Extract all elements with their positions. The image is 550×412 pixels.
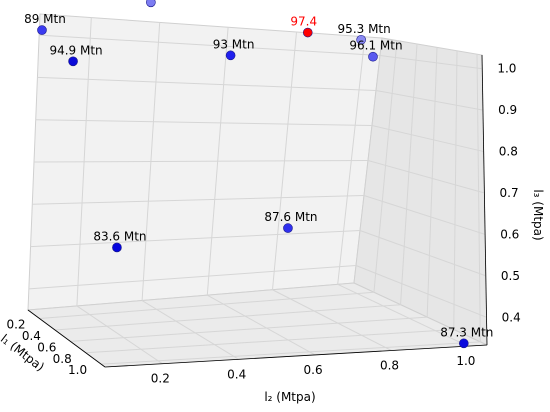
data-point — [368, 51, 378, 62]
y-grid-line — [453, 50, 458, 330]
y-grid-line — [39, 291, 374, 320]
grid-lines — [28, 17, 487, 365]
z-tick-label: 0.5 — [501, 269, 520, 283]
y-tick-label: 0.6 — [37, 340, 56, 354]
y-tick-label: 0.4 — [22, 329, 41, 343]
point-label: 93 Mtn — [213, 37, 255, 51]
data-point — [302, 27, 313, 38]
y-grid-line — [373, 40, 398, 293]
z-tick-label: 0.7 — [500, 186, 519, 200]
x-grid-line — [207, 294, 316, 356]
y-grid-line — [476, 54, 481, 342]
x-axis-label: l₂ (Mtpa) — [264, 390, 315, 404]
y-grid-line — [85, 329, 454, 354]
x-tick-label: 1.0 — [456, 354, 475, 368]
point-label: 96.1 Mtn — [349, 39, 402, 53]
data-point — [37, 25, 47, 35]
x-grid-line — [76, 305, 163, 365]
z-axis-line — [481, 54, 488, 346]
data-point — [112, 242, 122, 253]
x-tick-label: 0.2 — [151, 372, 170, 386]
z-tick-label: 0.6 — [500, 227, 519, 241]
data-point — [283, 223, 293, 233]
point-label: 83.6 Mtn — [93, 229, 146, 243]
y-grid-line — [101, 341, 481, 365]
y-grid-line — [426, 47, 438, 318]
z-grid-line — [367, 160, 485, 194]
y-grid-line — [54, 304, 401, 331]
x-tick-label: 0.4 — [227, 367, 246, 381]
x-axis-line — [104, 344, 488, 368]
z-grid-line — [379, 55, 483, 70]
z-grid-line — [32, 195, 365, 205]
point-label: 94.9 Mtn — [49, 43, 102, 57]
z-grid-line — [33, 160, 369, 163]
x-grid-line — [141, 300, 239, 360]
z-grid-line — [28, 265, 357, 290]
data-point — [459, 338, 469, 349]
z-tick-label: 0.9 — [498, 103, 517, 117]
z-grid-line — [30, 230, 361, 248]
z-grid-line — [39, 34, 381, 56]
z-grid-line — [359, 230, 487, 277]
z-grid-line — [363, 195, 486, 235]
x-grid-line — [337, 283, 469, 347]
z-tick-label: 0.8 — [499, 145, 518, 159]
z-tick-label: 0.4 — [502, 310, 521, 324]
z-tick-label: 1.0 — [497, 62, 516, 76]
x-tick-label: 0.8 — [380, 359, 399, 373]
z-axis-label: l₃ (Mtpa) — [531, 189, 545, 240]
data-point — [356, 34, 366, 45]
y-tick-label: 0.8 — [53, 352, 72, 366]
tick-labels: 0.2 0.4 0.6 0.8 1.00.20.40.60.81.00.40.50.60… — [6, 62, 520, 386]
x-tick-label: 0.6 — [304, 363, 323, 377]
y-grid-line — [70, 316, 428, 342]
y-grid-line — [400, 43, 418, 305]
data-point — [146, 0, 156, 8]
point-label: 89 Mtn — [24, 12, 66, 26]
y-tick-label: 1.0 — [68, 363, 87, 377]
point-label: 97.4 — [290, 15, 317, 29]
z-grid-line — [355, 265, 487, 318]
z-grid-line — [35, 119, 373, 126]
data-point — [68, 56, 78, 67]
z-grid-line — [37, 76, 377, 91]
data-point — [225, 50, 236, 61]
z-grid-line — [375, 90, 484, 111]
y-tick-label: 0.2 — [6, 318, 25, 332]
z-grid-line — [371, 125, 484, 153]
point-label: 87.6 Mtn — [264, 210, 317, 224]
y-axis-line — [27, 309, 106, 368]
point-label: 87.3 Mtn — [440, 325, 493, 339]
point-label: 95.3 Mtn — [338, 22, 391, 36]
x-grid-line — [272, 289, 392, 351]
